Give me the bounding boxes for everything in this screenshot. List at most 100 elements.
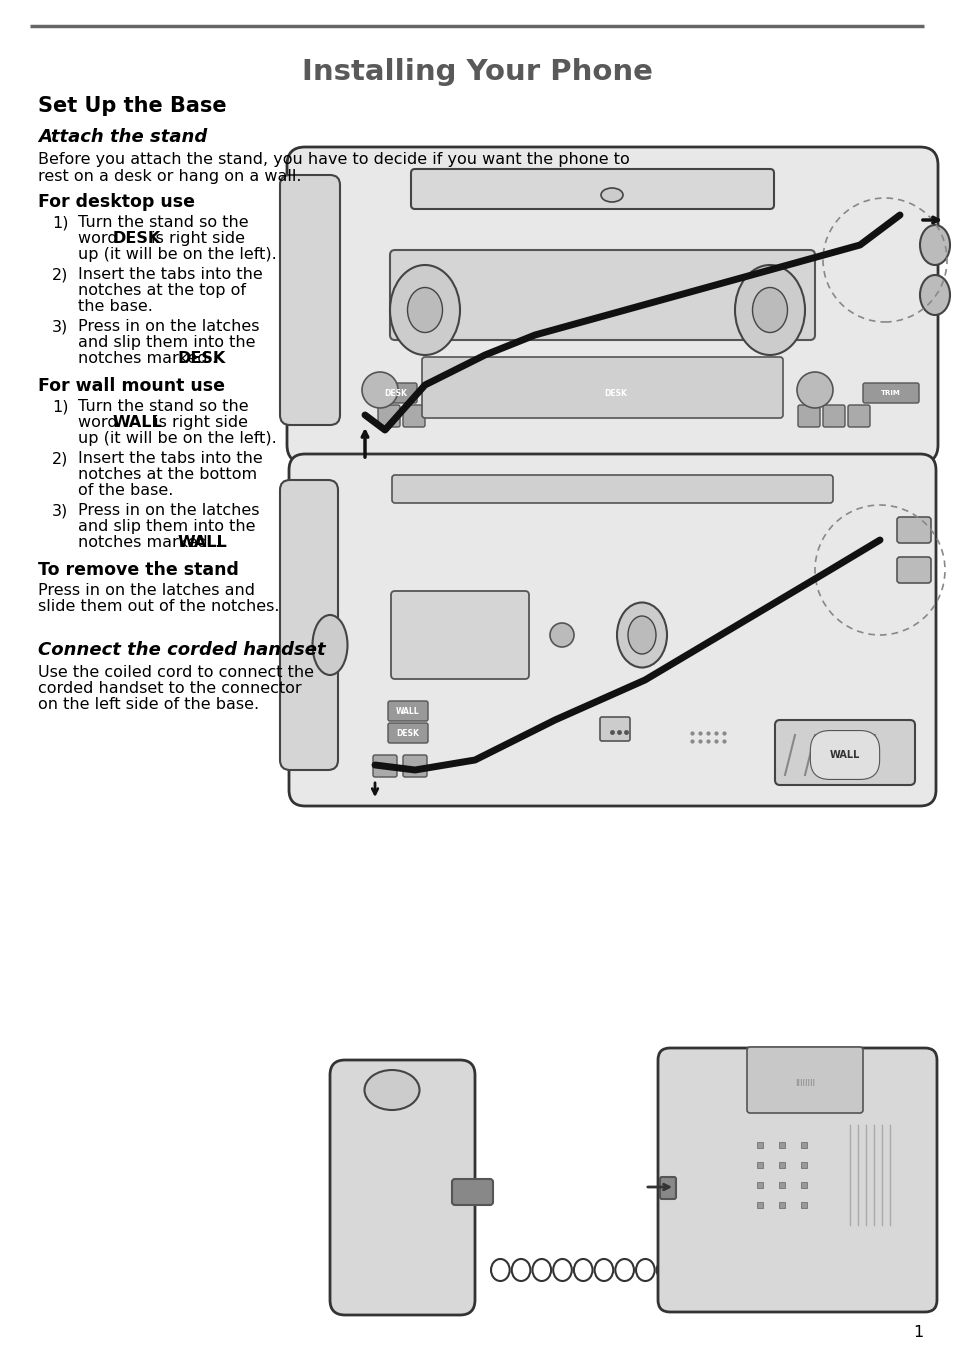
Text: word: word	[78, 232, 123, 246]
Text: For wall mount use: For wall mount use	[38, 376, 225, 395]
Text: Connect the corded handset: Connect the corded handset	[38, 640, 325, 659]
Ellipse shape	[364, 1070, 419, 1110]
FancyBboxPatch shape	[421, 357, 782, 418]
FancyBboxPatch shape	[896, 556, 930, 584]
Text: Insert the tabs into the: Insert the tabs into the	[78, 267, 262, 282]
Text: .: .	[211, 351, 216, 366]
Text: slide them out of the notches.: slide them out of the notches.	[38, 598, 279, 613]
Text: Insert the tabs into the: Insert the tabs into the	[78, 451, 262, 466]
Text: and slip them into the: and slip them into the	[78, 334, 255, 349]
Text: on the left side of the base.: on the left side of the base.	[38, 697, 259, 712]
FancyBboxPatch shape	[896, 517, 930, 543]
Text: Set Up the Base: Set Up the Base	[38, 96, 227, 116]
Circle shape	[550, 623, 574, 647]
FancyBboxPatch shape	[392, 475, 832, 502]
FancyBboxPatch shape	[377, 405, 399, 427]
Text: DESK: DESK	[112, 232, 161, 246]
Text: DESK: DESK	[604, 389, 627, 398]
FancyBboxPatch shape	[388, 701, 428, 720]
Ellipse shape	[919, 225, 949, 265]
FancyBboxPatch shape	[330, 1060, 475, 1315]
Text: the base.: the base.	[78, 299, 152, 314]
FancyBboxPatch shape	[375, 383, 416, 403]
Text: .: .	[213, 535, 219, 550]
Text: rest on a desk or hang on a wall.: rest on a desk or hang on a wall.	[38, 169, 301, 184]
FancyBboxPatch shape	[599, 718, 629, 741]
FancyBboxPatch shape	[289, 454, 935, 806]
Text: Attach the stand: Attach the stand	[38, 129, 207, 146]
Text: word: word	[78, 414, 123, 431]
Text: IIIIIIII: IIIIIIII	[794, 1079, 814, 1087]
Text: For desktop use: For desktop use	[38, 194, 194, 211]
Text: Press in on the latches: Press in on the latches	[78, 502, 259, 519]
FancyBboxPatch shape	[746, 1047, 862, 1113]
FancyBboxPatch shape	[847, 405, 869, 427]
FancyBboxPatch shape	[452, 1179, 493, 1205]
Text: notches at the top of: notches at the top of	[78, 283, 246, 298]
FancyBboxPatch shape	[391, 590, 529, 678]
FancyBboxPatch shape	[658, 1048, 936, 1312]
Ellipse shape	[407, 287, 442, 333]
Text: 1: 1	[913, 1326, 923, 1340]
Ellipse shape	[627, 616, 656, 654]
Text: Press in on the latches and: Press in on the latches and	[38, 584, 254, 598]
Circle shape	[796, 372, 832, 408]
FancyBboxPatch shape	[390, 250, 814, 340]
Text: notches at the bottom: notches at the bottom	[78, 467, 257, 482]
FancyBboxPatch shape	[280, 481, 337, 770]
Text: Press in on the latches: Press in on the latches	[78, 320, 259, 334]
FancyBboxPatch shape	[388, 723, 428, 743]
Text: is right side: is right side	[146, 232, 245, 246]
FancyBboxPatch shape	[659, 1177, 676, 1200]
FancyBboxPatch shape	[822, 405, 844, 427]
Text: and slip them into the: and slip them into the	[78, 519, 255, 533]
Ellipse shape	[617, 603, 666, 668]
FancyBboxPatch shape	[797, 405, 820, 427]
Ellipse shape	[390, 265, 459, 355]
Text: WALL: WALL	[395, 707, 419, 715]
Text: up (it will be on the left).: up (it will be on the left).	[78, 431, 276, 445]
Text: is right side: is right side	[149, 414, 248, 431]
FancyBboxPatch shape	[402, 405, 424, 427]
Text: notches marked: notches marked	[78, 535, 213, 550]
FancyBboxPatch shape	[402, 756, 427, 777]
Ellipse shape	[752, 287, 786, 333]
FancyBboxPatch shape	[373, 756, 396, 777]
Text: 2): 2)	[52, 451, 69, 466]
Text: WALL: WALL	[112, 414, 163, 431]
Ellipse shape	[600, 188, 622, 202]
FancyBboxPatch shape	[807, 756, 831, 777]
Text: 1): 1)	[52, 215, 69, 230]
Text: DESK: DESK	[384, 389, 407, 398]
FancyBboxPatch shape	[837, 756, 862, 777]
Text: Use the coiled cord to connect the: Use the coiled cord to connect the	[38, 665, 314, 680]
Text: Before you attach the stand, you have to decide if you want the phone to: Before you attach the stand, you have to…	[38, 152, 629, 167]
Text: Installing Your Phone: Installing Your Phone	[301, 58, 652, 87]
Text: corded handset to the connector: corded handset to the connector	[38, 681, 301, 696]
Text: WALL: WALL	[178, 535, 228, 550]
Text: notches marked: notches marked	[78, 351, 213, 366]
Text: DESK: DESK	[396, 728, 419, 738]
Text: Turn the stand so the: Turn the stand so the	[78, 399, 249, 414]
Text: 2): 2)	[52, 267, 69, 282]
Ellipse shape	[919, 275, 949, 315]
Text: Turn the stand so the: Turn the stand so the	[78, 215, 249, 230]
Text: up (it will be on the left).: up (it will be on the left).	[78, 246, 276, 263]
Text: WALL: WALL	[829, 750, 860, 760]
FancyBboxPatch shape	[280, 175, 339, 425]
Text: DESK: DESK	[178, 351, 226, 366]
Text: To remove the stand: To remove the stand	[38, 561, 238, 580]
Text: 1): 1)	[52, 399, 69, 414]
FancyBboxPatch shape	[862, 383, 918, 403]
Ellipse shape	[734, 265, 804, 355]
Circle shape	[361, 372, 397, 408]
Text: TRIM: TRIM	[881, 390, 900, 395]
Text: of the base.: of the base.	[78, 483, 173, 498]
FancyBboxPatch shape	[287, 148, 937, 463]
Text: 3): 3)	[52, 502, 69, 519]
FancyBboxPatch shape	[595, 383, 637, 403]
FancyBboxPatch shape	[774, 720, 914, 785]
FancyBboxPatch shape	[411, 169, 773, 209]
Ellipse shape	[313, 615, 347, 676]
Text: 3): 3)	[52, 320, 69, 334]
